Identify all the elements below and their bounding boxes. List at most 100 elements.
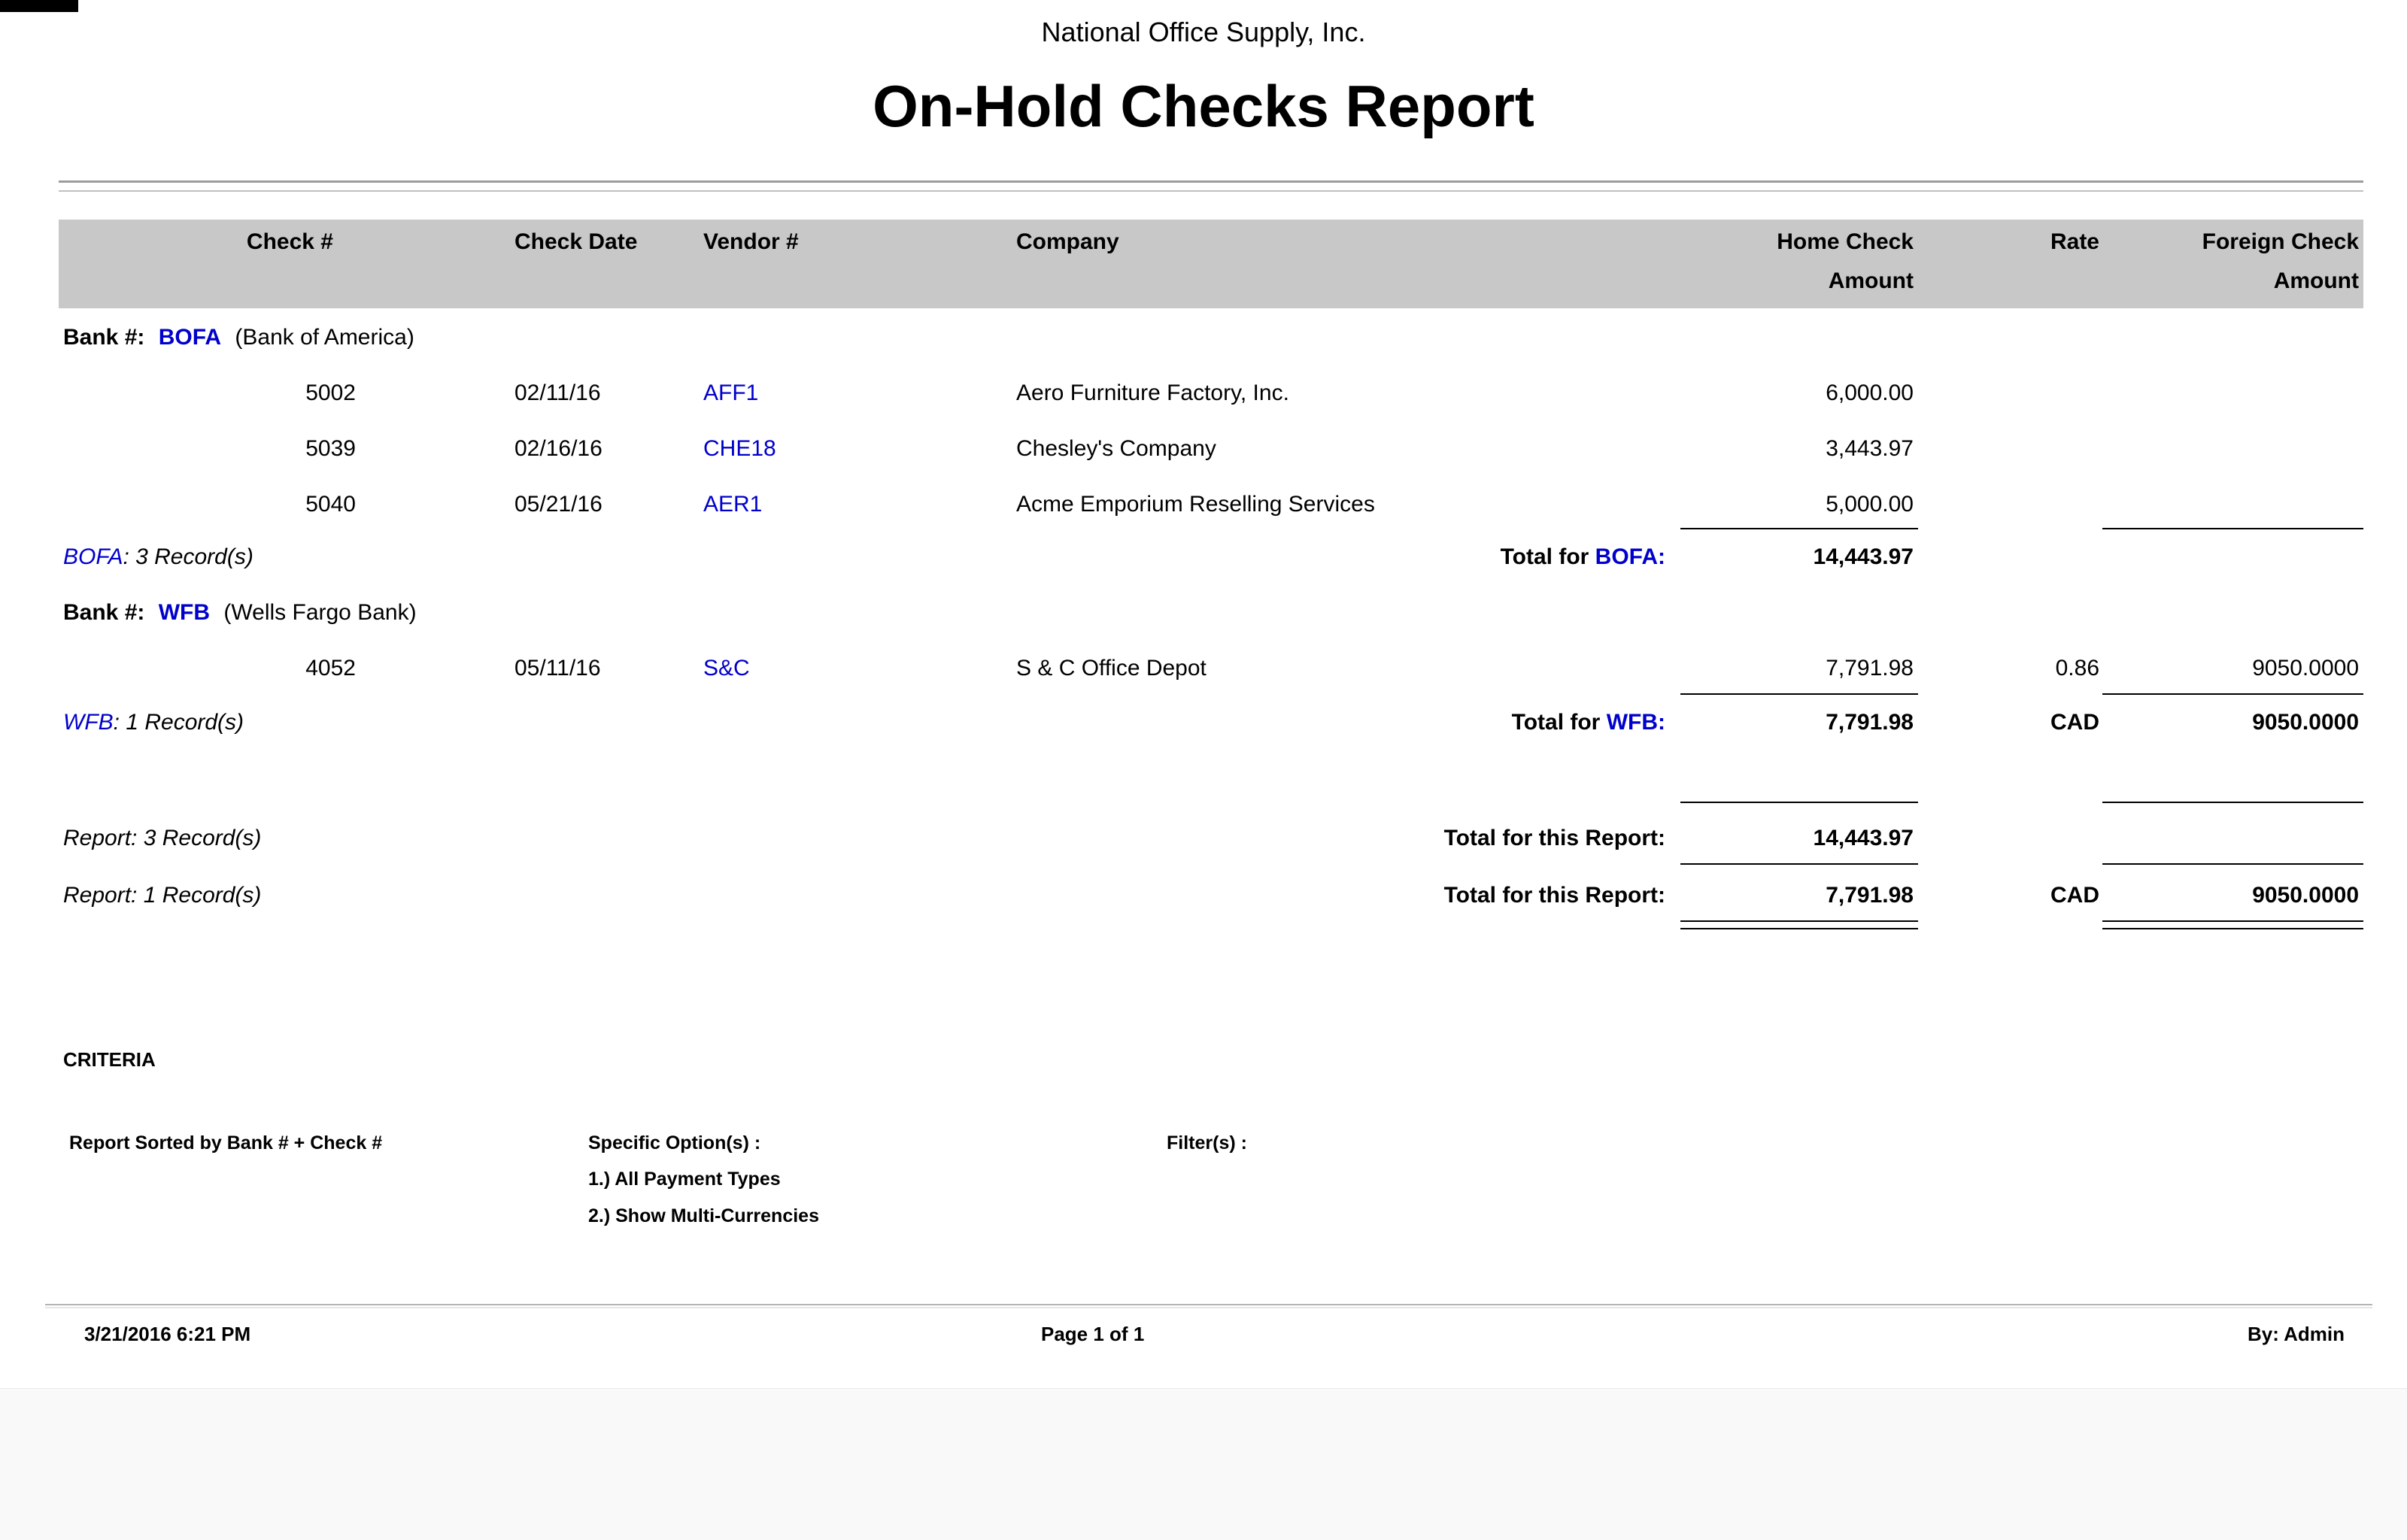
group-records-text: : 1 Record(s)	[113, 710, 244, 735]
foreign-check-amount	[2144, 487, 2359, 522]
column-header-home-line1: Home Check	[1777, 229, 1914, 254]
total-for-code: WFB:	[1606, 710, 1665, 735]
group-total-label: Total for WFB:	[1204, 705, 1665, 740]
group-total-foreign-amount	[2144, 540, 2359, 574]
bank-code-link[interactable]: WFB	[158, 600, 211, 625]
home-check-amount: 6,000.00	[1826, 380, 1914, 405]
bank-code-link[interactable]: BOFA	[158, 325, 222, 350]
rate-value	[1956, 376, 2099, 411]
grand-total-double-rule-foreign-2	[2102, 928, 2363, 929]
column-header-company: Company	[1016, 229, 1119, 254]
vendor-code-link[interactable]: S&C	[703, 656, 750, 681]
criteria-sorted-by: Report Sorted by Bank # + Check #	[69, 1132, 383, 1153]
column-header-rate: Rate	[2050, 229, 2099, 254]
report-record-count: Report: 3 Record(s)	[63, 826, 262, 850]
column-header-band: Check # Check Date Vendor # Company Home…	[59, 220, 2363, 308]
total-for-code: BOFA:	[1595, 544, 1665, 569]
vendor-code-link[interactable]: AER1	[703, 492, 763, 517]
group-records-code: BOFA	[63, 544, 123, 569]
report-total-foreign-amount: 9050.0000	[2252, 883, 2359, 908]
group-record-count: BOFA: 3 Record(s)	[63, 540, 1116, 574]
report-total-rule-foreign	[2102, 802, 2363, 803]
report-total-rate	[1956, 821, 2099, 856]
criteria-heading: CRITERIA	[63, 1048, 156, 1071]
check-date: 05/21/16	[514, 492, 603, 517]
check-row: 5040 05/21/16 AER1 Acme Emporium Reselli…	[0, 487, 2407, 522]
vendor-code-link[interactable]: AFF1	[703, 380, 759, 405]
group-records-text: : 3 Record(s)	[123, 544, 253, 569]
rate-value	[1956, 432, 2099, 466]
column-header-foreign-line1: Foreign Check	[2202, 229, 2359, 254]
group-total-rule-foreign	[2102, 693, 2363, 695]
check-row: 5039 02/16/16 CHE18 Chesley's Company 3,…	[0, 432, 2407, 466]
home-check-amount: 7,791.98	[1826, 656, 1914, 681]
group-total-rule-foreign	[2102, 528, 2363, 529]
grand-total-double-rule-foreign-1	[2102, 920, 2363, 922]
report-total-home-amount: 7,791.98	[1826, 883, 1914, 908]
group-total-foreign-amount: 9050.0000	[2252, 710, 2359, 735]
check-date: 05/11/16	[514, 656, 601, 681]
group-total-rule-home	[1680, 528, 1918, 529]
report-total-rule-home	[1680, 863, 1918, 865]
vendor-code-link[interactable]: CHE18	[703, 436, 776, 461]
footer-divider-line-2	[45, 1307, 2372, 1308]
rate-value	[1956, 487, 2099, 522]
foreign-check-amount: 9050.0000	[2252, 656, 2359, 681]
report-record-count: Report: 1 Record(s)	[63, 883, 262, 908]
check-number: 5002	[305, 380, 356, 405]
total-for-label: Total for	[1511, 710, 1601, 735]
vendor-company-name: S & C Office Depot	[1016, 656, 1207, 681]
check-number: 5039	[305, 436, 356, 461]
group-total-rate	[1956, 540, 2099, 574]
vendor-company-name: Aero Furniture Factory, Inc.	[1016, 380, 1289, 405]
check-number: 5040	[305, 492, 356, 517]
foreign-check-amount	[2144, 376, 2359, 411]
check-date: 02/16/16	[514, 436, 603, 461]
report-total-row-foreign-currency: Report: 1 Record(s) Total for this Repor…	[0, 878, 2407, 913]
group-total-home-amount: 7,791.98	[1826, 710, 1914, 735]
group-total-rate: CAD	[2050, 710, 2099, 735]
check-date: 02/11/16	[514, 380, 601, 405]
rate-value: 0.86	[2055, 656, 2099, 681]
column-header-home-line2: Amount	[1828, 268, 1914, 293]
window-corner-artifact	[0, 0, 78, 12]
group-total-rule-home	[1680, 693, 1918, 695]
group-record-count: WFB: 1 Record(s)	[63, 705, 1116, 740]
column-header-foreign-check-amount: Foreign Check Amount	[2144, 223, 2359, 301]
column-header-vendor-number: Vendor #	[703, 229, 799, 254]
criteria-option-1: 1.) All Payment Types	[588, 1169, 781, 1190]
grand-total-double-rule-home-2	[1680, 928, 1918, 929]
report-total-label: Total for this Report:	[1443, 826, 1665, 850]
title-divider-line-2	[59, 190, 2363, 192]
criteria-option-2: 2.) Show Multi-Currencies	[588, 1205, 819, 1226]
check-row: 5002 02/11/16 AFF1 Aero Furniture Factor…	[0, 376, 2407, 411]
footer-page-number: Page 1 of 1	[1041, 1323, 1145, 1345]
total-for-label: Total for	[1500, 544, 1589, 569]
report-total-rule-home	[1680, 802, 1918, 803]
vendor-company-name: Chesley's Company	[1016, 436, 1216, 461]
group-total-label: Total for BOFA:	[1204, 540, 1665, 574]
criteria-options-label: Specific Option(s) :	[588, 1132, 761, 1153]
group-total-home-amount: 14,443.97	[1813, 544, 1914, 569]
title-divider-line-1	[59, 180, 2363, 183]
grand-total-double-rule-home-1	[1680, 920, 1918, 922]
check-number: 4052	[305, 656, 356, 681]
group-records-code: WFB	[63, 710, 114, 735]
bank-number-label: Bank #:	[63, 325, 145, 350]
footer-divider-line-1	[45, 1304, 2372, 1305]
vendor-company-name: Acme Emporium Reselling Services	[1016, 492, 1375, 517]
column-header-check-date: Check Date	[514, 229, 638, 254]
report-total-rate: CAD	[2050, 883, 2099, 908]
report-total-row-home-currency: Report: 3 Record(s) Total for this Repor…	[0, 821, 2407, 856]
bank-number-label: Bank #:	[63, 600, 145, 625]
bank-group-header-bofa: Bank #: BOFA (Bank of America)	[0, 320, 2407, 355]
bank-name: (Wells Fargo Bank)	[223, 600, 417, 625]
criteria-filters-label: Filter(s) :	[1167, 1132, 1247, 1153]
group-summary-row-bofa: BOFA: 3 Record(s) Total for BOFA: 14,443…	[0, 540, 2407, 574]
home-check-amount: 3,443.97	[1826, 436, 1914, 461]
bank-group-header-text: Bank #: WFB (Wells Fargo Bank)	[63, 596, 1116, 630]
report-total-label: Total for this Report:	[1443, 883, 1665, 908]
footer-author: By: Admin	[2247, 1323, 2345, 1345]
bank-group-header-text: Bank #: BOFA (Bank of America)	[63, 320, 1116, 355]
